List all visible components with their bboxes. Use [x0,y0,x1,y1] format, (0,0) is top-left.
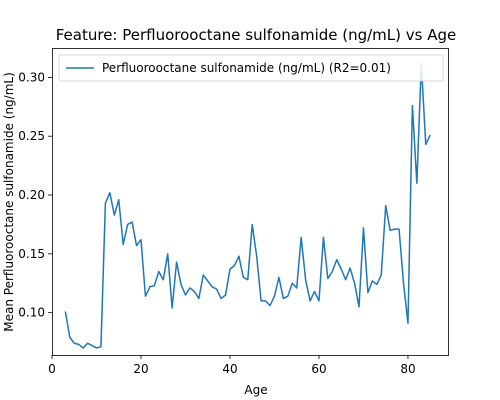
y-tick-label: 0.15 [18,247,45,261]
x-tick-label: 40 [222,362,237,376]
x-tick-label: 20 [133,362,148,376]
legend: Perfluorooctane sulfonamide (ng/mL) (R2=… [58,54,444,82]
y-tick-label: 0.20 [18,188,45,202]
x-axis-label: Age [244,383,267,397]
plot-frame [52,48,449,356]
y-axis-label: Mean Perfluorooctane sulfonamide (ng/mL) [2,72,16,332]
y-tick-label: 0.25 [18,129,45,143]
legend-entry: Perfluorooctane sulfonamide (ng/mL) (R2=… [102,61,391,75]
x-tick-label: 0 [48,362,56,376]
x-axis: 0 20 40 60 80 [48,355,416,376]
legend-box [58,54,444,82]
y-tick-label: 0.10 [18,306,45,320]
series-layer [64,62,431,349]
y-tick-label: 0.30 [18,70,45,84]
chart-title: Feature: Perfluorooctane sulfonamide (ng… [56,26,457,44]
y-axis: 0.10 0.15 0.20 0.25 0.30 [18,70,52,320]
x-tick-label: 80 [400,362,415,376]
x-tick-label: 60 [311,362,326,376]
series-line-0 [64,62,431,349]
